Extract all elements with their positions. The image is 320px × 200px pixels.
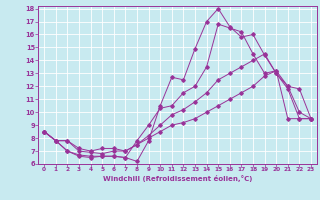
X-axis label: Windchill (Refroidissement éolien,°C): Windchill (Refroidissement éolien,°C) — [103, 175, 252, 182]
